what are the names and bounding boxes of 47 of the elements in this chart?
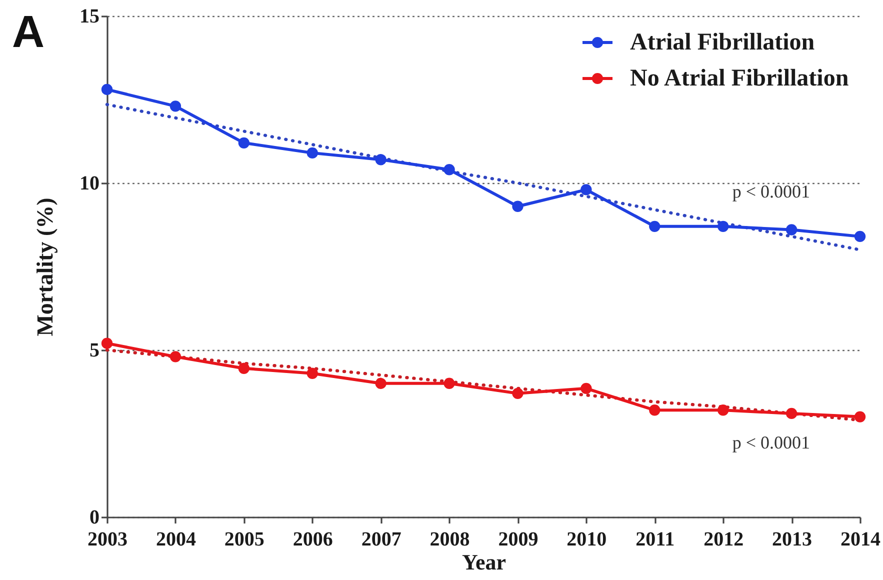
y-axis-title: Mortality (%) [32,198,58,336]
point [101,84,113,96]
point [580,184,592,196]
x-tick-label: 2014 [840,528,880,550]
point [306,368,318,379]
point [375,378,386,389]
point [580,382,592,394]
point [512,388,524,399]
point [718,404,729,416]
point [512,200,524,212]
point [306,147,318,159]
point [238,362,250,374]
point [786,408,798,420]
point [718,220,729,232]
y-tick-label: 5 [90,340,100,362]
point [375,154,386,166]
point [101,338,113,349]
point [444,164,455,176]
annotation: p < 0.0001 [732,181,810,202]
point [786,224,798,236]
x-axis-title: Year [462,550,506,574]
x-tick-label: 2005 [224,528,264,550]
x-tick-label: 2004 [156,528,196,550]
point [170,100,182,112]
point [854,411,866,422]
y-tick-label: 0 [90,506,100,528]
x-tick-label: 2009 [498,528,538,550]
legend-label: Atrial Fibrillation [630,30,815,56]
point [649,404,660,416]
annotation: p < 0.0001 [732,432,810,452]
y-tick-label: 10 [80,172,100,194]
x-tick-label: 2010 [566,528,607,550]
x-tick-label: 2011 [636,528,675,550]
point [238,137,250,148]
x-tick-label: 2013 [772,528,812,550]
x-tick-label: 2008 [430,528,470,550]
x-tick-label: 2006 [292,528,333,550]
x-tick-label: 2012 [704,528,744,550]
y-tick-label: 15 [80,6,100,28]
point [170,351,182,362]
point [444,378,455,389]
x-tick-label: 2003 [88,528,128,550]
chart-title: A [12,6,44,57]
point [854,230,866,242]
legend-label: No Atrial Fibrillation [630,66,849,92]
point [649,220,660,232]
x-tick-label: 2007 [361,528,402,550]
